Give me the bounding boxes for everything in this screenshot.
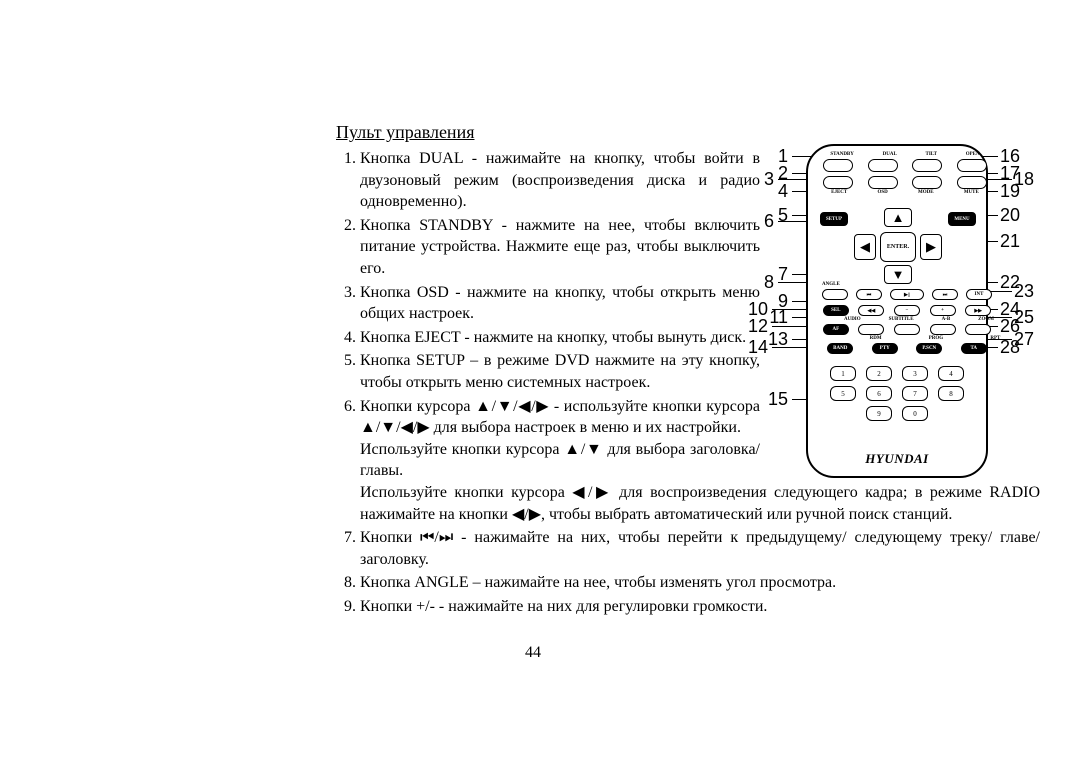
menu-button: MENU bbox=[948, 212, 976, 226]
btn-label: PROG bbox=[929, 336, 943, 341]
btn-label: SUBTITLE bbox=[889, 317, 914, 322]
list-text: Используйте кнопки курсора ◀/▶ для воспр… bbox=[360, 482, 1040, 525]
remote-body: STANDBY DUAL TILT OPEN EJECT OSD bbox=[806, 144, 988, 478]
standby-button bbox=[823, 159, 853, 172]
ffwd-button: ▶▶ bbox=[965, 305, 991, 316]
callout-number: 15 bbox=[768, 390, 788, 408]
btn-label: RDM bbox=[870, 336, 882, 341]
list-item: Кнопки курсора ▲/▼/◀/▶ - используйте кно… bbox=[360, 396, 760, 526]
num-button: 8 bbox=[938, 386, 964, 401]
left-icon: ◀ bbox=[860, 239, 870, 255]
list-item: Кнопки +/- - нажимайте на них для регули… bbox=[360, 596, 1040, 618]
down-button: ▼ bbox=[884, 265, 912, 284]
ta-button: TA bbox=[961, 343, 987, 354]
list-item: Кнопка SETUP – в режиме DVD нажмите на э… bbox=[360, 350, 760, 393]
btn-label: MODE bbox=[918, 190, 934, 195]
eject-button bbox=[823, 176, 853, 189]
up-icon: ▲ bbox=[892, 210, 905, 226]
callout-number: 21 bbox=[1000, 232, 1020, 250]
callout-number: 8 bbox=[764, 273, 774, 291]
prev-button: ⏮ bbox=[856, 289, 882, 300]
manual-page: Пульт управления Кнопка DUAL - нажимайте… bbox=[0, 0, 1080, 763]
tilt-button bbox=[912, 159, 942, 172]
list-text: Кнопки курсора ▲/▼/◀/▶ - используйте кно… bbox=[360, 398, 760, 437]
btn-label: TILT bbox=[926, 152, 938, 157]
num-button: 2 bbox=[866, 366, 892, 381]
brand-logo: HYUNDAI bbox=[808, 451, 986, 467]
btn-label: AUDIO bbox=[844, 317, 861, 322]
minus-button: − bbox=[894, 305, 920, 316]
btn-label: EJECT bbox=[831, 190, 847, 195]
num-button: 1 bbox=[830, 366, 856, 381]
int-button: INT bbox=[966, 289, 992, 300]
dual-button bbox=[868, 159, 898, 172]
num-button: 4 bbox=[938, 366, 964, 381]
down-icon: ▼ bbox=[892, 267, 905, 283]
num-button: 3 bbox=[902, 366, 928, 381]
btn-label: STANDBY bbox=[830, 152, 854, 157]
num-button: 6 bbox=[866, 386, 892, 401]
angle-button bbox=[822, 289, 848, 300]
btn-label: A-B bbox=[942, 317, 951, 322]
num-button: 7 bbox=[902, 386, 928, 401]
open-button bbox=[957, 159, 987, 172]
next-button: ⏭ bbox=[932, 289, 958, 300]
sel-button: SEL bbox=[823, 305, 849, 316]
btn-label: OSD bbox=[878, 190, 888, 195]
page-number: 44 bbox=[525, 644, 541, 662]
list-item: Кнопка ANGLE – нажимайте на нее, чтобы и… bbox=[360, 572, 1040, 594]
btn-label: OPEN bbox=[966, 152, 980, 157]
btn-label: MUTE bbox=[964, 190, 979, 195]
plus-button: + bbox=[930, 305, 956, 316]
remote-diagram: 123456789101112131415 161718192021222324… bbox=[752, 140, 1037, 480]
af-button: AF bbox=[823, 324, 849, 335]
callout-number: 12 bbox=[748, 317, 768, 335]
list-item: Кнопки ⏮/⏭ - нажимайте на них, чтобы пер… bbox=[360, 527, 1040, 570]
zoom-button bbox=[965, 324, 991, 335]
list-item: Кнопка DUAL - нажимайте на кнопку, чтобы… bbox=[360, 148, 760, 213]
callout-number: 20 bbox=[1000, 206, 1020, 224]
play-button: ▶|| bbox=[890, 289, 924, 300]
rew-button: ◀◀ bbox=[858, 305, 884, 316]
callout-number: 4 bbox=[778, 182, 788, 200]
band-button: BAND bbox=[827, 343, 853, 354]
callout-number: 13 bbox=[768, 330, 788, 348]
num-button: 0 bbox=[902, 406, 928, 421]
callout-number: 11 bbox=[769, 308, 788, 326]
right-icon: ▶ bbox=[926, 239, 936, 255]
up-button: ▲ bbox=[884, 208, 912, 227]
callout-number: 23 bbox=[1014, 282, 1034, 300]
btn-label: DUAL bbox=[883, 152, 897, 157]
pty-button: PTY bbox=[872, 343, 898, 354]
callout-number: 14 bbox=[748, 338, 768, 356]
ab-button bbox=[930, 324, 956, 335]
num-button: 9 bbox=[866, 406, 892, 421]
mode-button bbox=[912, 176, 942, 189]
list-item: Кнопка STANDBY - нажмите на нее, чтобы в… bbox=[360, 215, 760, 280]
list-text: Используйте кнопки курсора ▲/▼ для выбор… bbox=[360, 441, 760, 480]
enter-button: ENTER. bbox=[880, 232, 916, 262]
mute-button bbox=[957, 176, 987, 189]
callout-number: 3 bbox=[764, 170, 774, 188]
list-item: Кнопка OSD - нажмите на кнопку, чтобы от… bbox=[360, 282, 760, 325]
section-title: Пульт управления bbox=[336, 122, 474, 143]
audio-button bbox=[858, 324, 884, 335]
subtitle-button bbox=[894, 324, 920, 335]
callout-number: 7 bbox=[778, 265, 788, 283]
angle-label: ANGLE bbox=[822, 282, 840, 287]
btn-label: RPT bbox=[990, 336, 1000, 341]
num-button: 5 bbox=[830, 386, 856, 401]
dpad: ▲ ▼ ◀ ▶ ENTER. SETUP MENU bbox=[848, 208, 946, 282]
osd-button bbox=[868, 176, 898, 189]
pscn-button: P.SCN bbox=[916, 343, 942, 354]
left-button: ◀ bbox=[854, 234, 876, 260]
callout-number: 19 bbox=[1000, 182, 1020, 200]
btn-label: ZOOM bbox=[978, 317, 994, 322]
right-button: ▶ bbox=[920, 234, 942, 260]
list-item: Кнопка EJECT - нажмите на кнопку, чтобы … bbox=[360, 327, 760, 349]
setup-button: SETUP bbox=[820, 212, 848, 226]
callout-number: 6 bbox=[764, 212, 774, 230]
